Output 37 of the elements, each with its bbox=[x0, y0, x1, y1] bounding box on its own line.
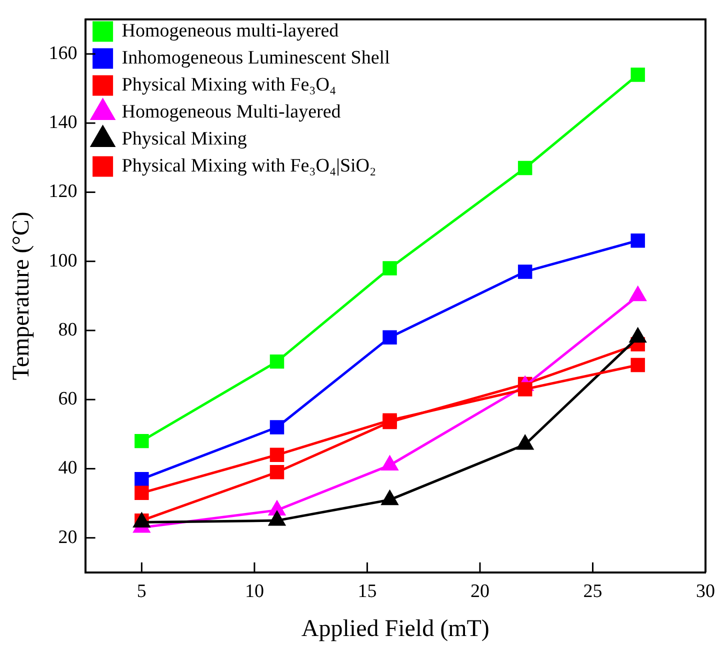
x-tick-label: 20 bbox=[470, 580, 490, 602]
point bbox=[518, 160, 532, 176]
point bbox=[382, 330, 397, 344]
x-tick-label: 25 bbox=[583, 580, 602, 602]
y-tick-label: 100 bbox=[48, 250, 78, 272]
legend-label: Physical Mixing bbox=[122, 128, 248, 150]
y-tick-label: 80 bbox=[58, 319, 78, 340]
point bbox=[134, 472, 149, 486]
y-tick-label: 120 bbox=[48, 181, 78, 202]
point bbox=[270, 465, 284, 480]
point bbox=[270, 420, 284, 434]
point bbox=[270, 448, 284, 462]
point bbox=[134, 486, 149, 500]
y-tick-label: 60 bbox=[58, 388, 78, 410]
legend-label: Physical Mixing with Fe₃O₄|SiO₂ bbox=[122, 155, 376, 176]
y-tick-label: 140 bbox=[48, 112, 78, 134]
x-tick-label: 5 bbox=[136, 580, 146, 602]
x-tick-label: 30 bbox=[696, 580, 715, 602]
y-tick-label: 40 bbox=[58, 458, 78, 479]
legend-label: Physical Mixing with Fe₃O₄ bbox=[122, 74, 336, 96]
point bbox=[630, 358, 645, 372]
point bbox=[134, 434, 149, 448]
point bbox=[382, 261, 397, 276]
point bbox=[630, 68, 645, 82]
point bbox=[270, 354, 284, 369]
x-tick-label: 10 bbox=[244, 580, 264, 602]
y-tick-label: 20 bbox=[58, 526, 78, 548]
x-axis-title: Applied Field (mT) bbox=[301, 616, 490, 642]
point bbox=[518, 264, 532, 279]
point bbox=[518, 382, 532, 396]
legend-label: Homogeneous multi-layered bbox=[122, 20, 340, 42]
y-axis-title: Temperature (°C) bbox=[8, 212, 35, 380]
legend-label: Homogeneous Multi-layered bbox=[122, 101, 342, 122]
y-tick-label: 160 bbox=[48, 42, 78, 64]
legend-label: Inhomogeneous Luminescent Shell bbox=[122, 47, 390, 68]
x-tick-label: 15 bbox=[358, 580, 377, 602]
point bbox=[630, 233, 645, 248]
